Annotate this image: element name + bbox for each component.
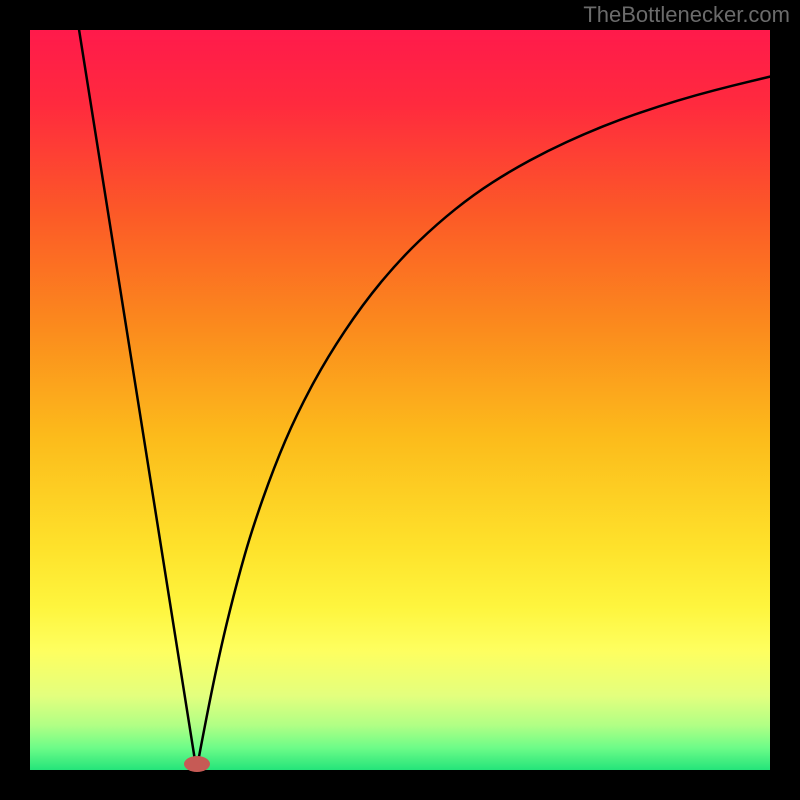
- curve-layer: [30, 30, 770, 770]
- watermark-text: TheBottlenecker.com: [583, 2, 790, 28]
- plot-area: [30, 30, 770, 770]
- curve-left-segment: [74, 0, 196, 770]
- min-marker: [184, 756, 210, 772]
- curve-right-segment: [197, 77, 771, 770]
- chart-container: TheBottlenecker.com: [0, 0, 800, 800]
